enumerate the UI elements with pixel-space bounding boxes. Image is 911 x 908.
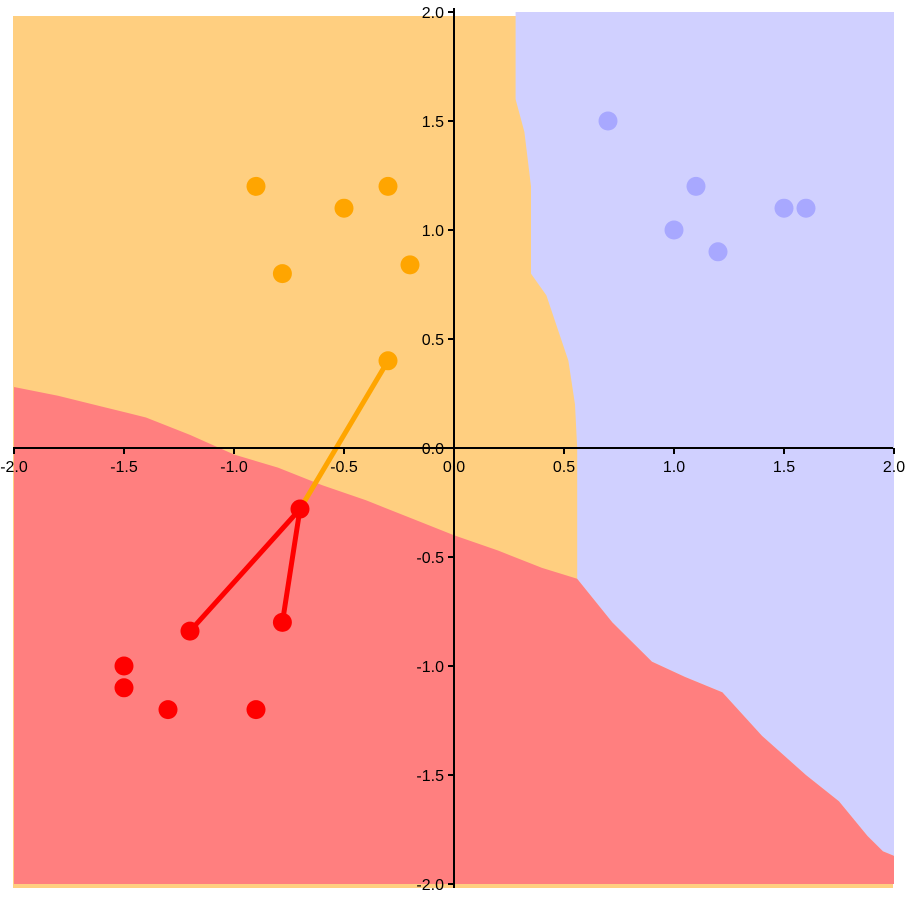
x-tick-label: 0.0 <box>443 459 465 476</box>
data-point <box>598 111 618 131</box>
data-point <box>378 176 398 196</box>
data-point <box>686 176 706 196</box>
y-tick-label: 0.0 <box>422 441 444 458</box>
blue-region <box>515 12 894 856</box>
y-tick-label: -1.5 <box>416 768 444 785</box>
data-point <box>246 176 266 196</box>
x-tick-label: -0.5 <box>330 459 358 476</box>
data-point <box>158 700 178 720</box>
data-point <box>180 621 200 641</box>
y-tick-label: 1.5 <box>422 114 444 131</box>
x-tick-label: -1.5 <box>110 459 138 476</box>
data-point <box>378 351 398 371</box>
connection-line <box>279 506 303 625</box>
y-tick-label: 2.0 <box>422 5 444 22</box>
data-point <box>114 678 134 698</box>
x-tick-label: 2.0 <box>883 459 905 476</box>
connection-layer <box>187 358 391 634</box>
y-tick-label: 0.5 <box>422 332 444 349</box>
data-point <box>708 242 728 262</box>
connection-line <box>187 506 303 634</box>
data-point <box>290 499 310 519</box>
data-point <box>334 198 354 218</box>
y-tick-label: -1.0 <box>416 659 444 676</box>
y-tick-label: 1.0 <box>422 223 444 240</box>
x-tick-label: -2.0 <box>0 459 28 476</box>
data-point <box>796 198 816 218</box>
point-layer <box>114 111 816 720</box>
y-tick-label: -0.5 <box>416 550 444 567</box>
data-point <box>774 198 794 218</box>
axes: -2.0 -1.5 -1.0 -0.5 0.0 0.5 1.0 1.5 2.0 2.0 1.5 1.0… <box>0 5 905 894</box>
data-point <box>114 656 134 676</box>
x-tick-label: -1.0 <box>220 459 248 476</box>
data-point <box>400 255 420 275</box>
data-point <box>246 700 266 720</box>
connection-line <box>297 358 391 512</box>
y-tick-label: -2.0 <box>416 877 444 894</box>
data-point <box>272 612 292 632</box>
data-point <box>272 264 292 284</box>
x-tick-label: 1.5 <box>773 459 795 476</box>
x-tick-label: 1.0 <box>663 459 685 476</box>
data-point <box>664 220 684 240</box>
x-tick-label: 0.5 <box>553 459 575 476</box>
